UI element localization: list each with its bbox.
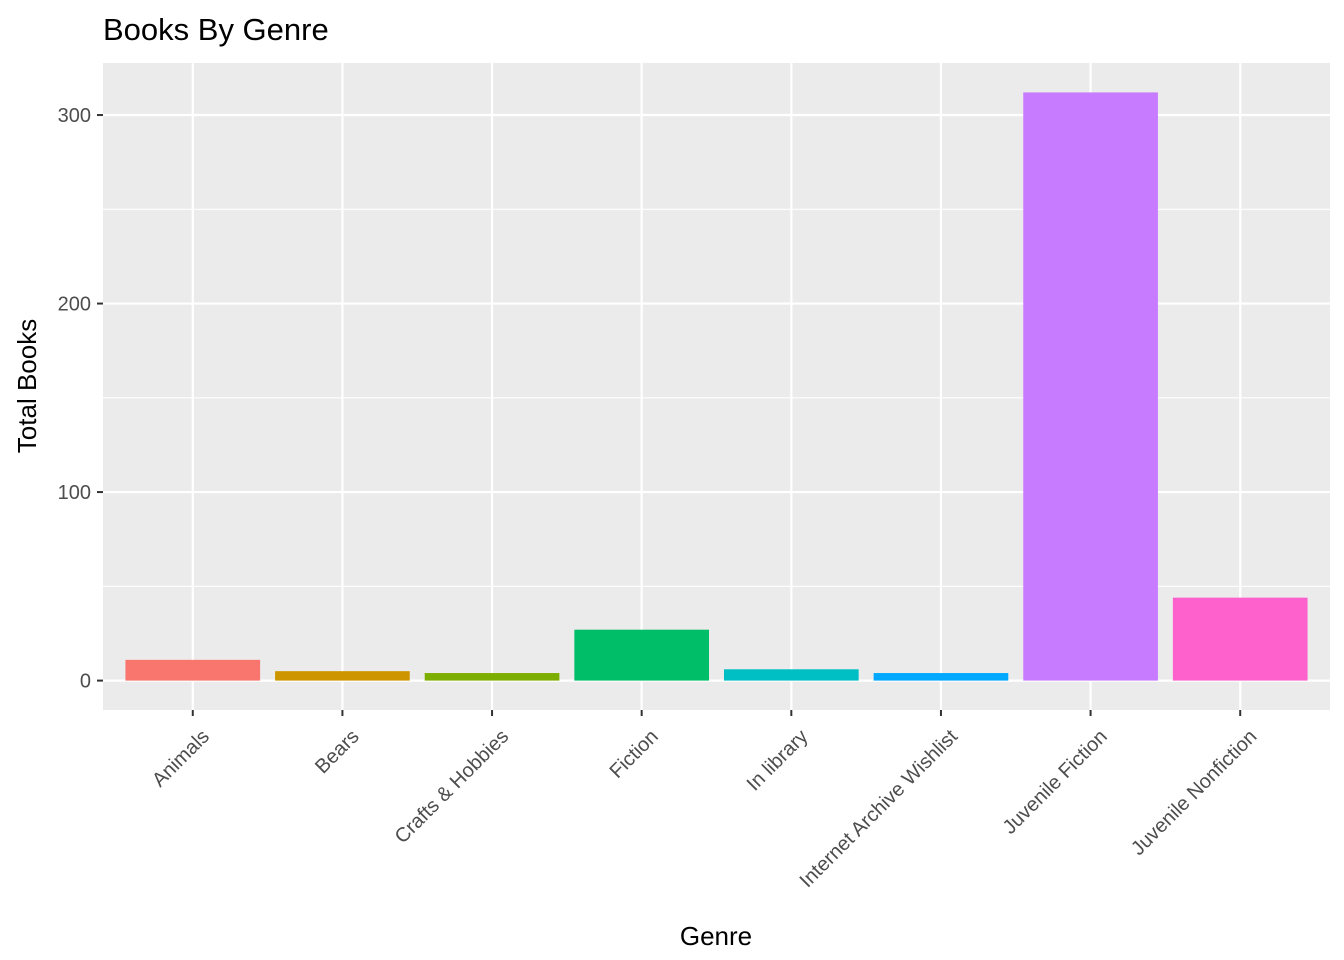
bars [125, 92, 1308, 681]
x-tick-label: Fiction [606, 726, 663, 783]
x-tick-label: Bears [311, 726, 364, 779]
bar [275, 671, 410, 681]
x-tick-label: Internet Archive Wishlist [796, 725, 963, 892]
chart-title: Books By Genre [103, 12, 329, 47]
bar [574, 629, 710, 681]
x-tick-label: Crafts & Hobbies [391, 726, 513, 848]
x-axis-title: Genre [680, 921, 752, 951]
bar [424, 673, 560, 681]
bar [873, 673, 1009, 681]
x-tick-label: Juvenile Nonfiction [1127, 726, 1261, 860]
x-tick-label: Juvenile Fiction [999, 726, 1112, 839]
y-tick-label: 300 [58, 105, 91, 127]
bar [1023, 92, 1158, 681]
y-tick-label: 100 [58, 482, 91, 504]
bar [125, 659, 261, 681]
x-tick-label: In library [743, 726, 813, 796]
y-axis: 0 100 200 300 [58, 105, 103, 693]
x-tick-label: Animals [148, 726, 214, 792]
y-tick-label: 200 [58, 294, 91, 316]
y-tick-label: 0 [80, 671, 91, 693]
bar [723, 669, 859, 681]
x-axis: Animals Bears Crafts & Hobbies Fiction In li… [148, 710, 1261, 892]
bar [1172, 597, 1308, 681]
y-axis-title: Total Books [12, 319, 42, 453]
